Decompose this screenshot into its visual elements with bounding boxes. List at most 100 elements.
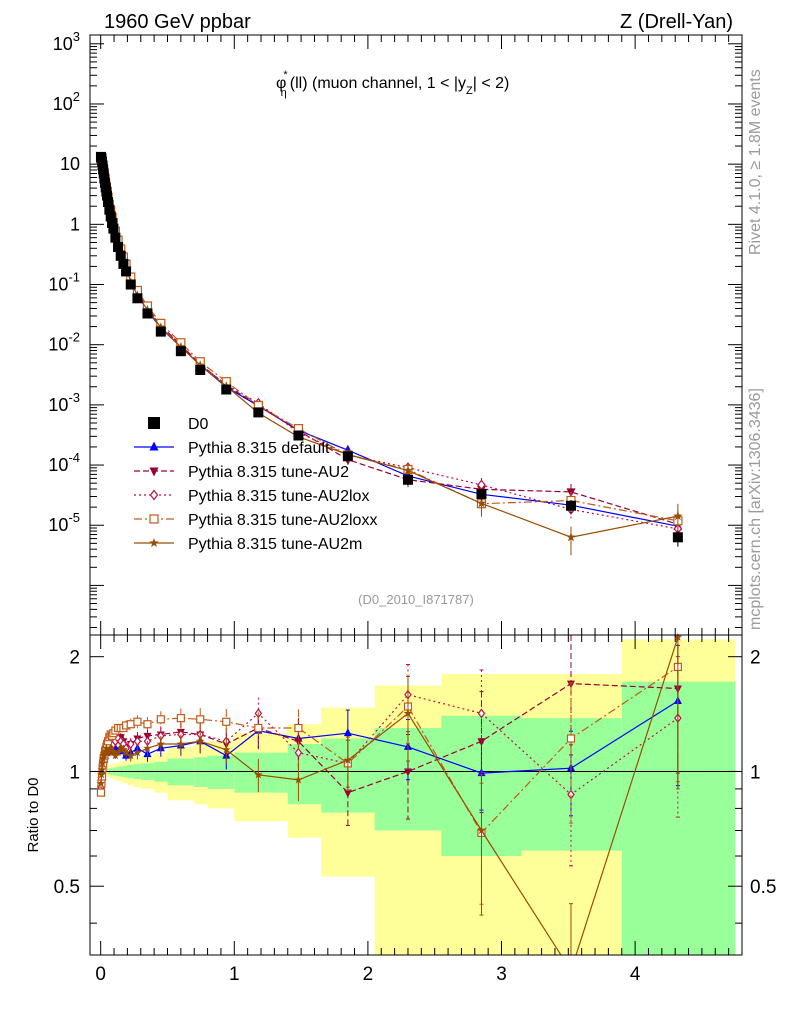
marker-square: [103, 197, 114, 208]
marker-square-open: [126, 720, 135, 729]
ratio-y-tick-label-right: 0.5: [750, 877, 776, 898]
marker-square-open: [294, 723, 303, 733]
marker-square: [105, 211, 116, 222]
marker-square-open: [196, 715, 205, 724]
ratio-data-points: [96, 632, 683, 956]
marker-star: [102, 746, 112, 755]
marker-triangle-down: [403, 768, 412, 777]
marker-star: [97, 765, 107, 774]
marker-star: [403, 465, 413, 475]
marker-square: [108, 223, 119, 234]
marker-square: [118, 258, 129, 269]
marker-star: [222, 745, 231, 754]
legend-entry-au2: Pythia 8.315 tune-AU2: [134, 464, 349, 481]
plot-title: φ* η(ll) (muon channel, 1 < |yZ| < 2): [276, 69, 509, 99]
marker-star: [403, 708, 413, 717]
marker-square-open: [156, 715, 165, 724]
band-inner: [621, 681, 736, 955]
header-left: 1960 GeV ppbar: [104, 11, 251, 33]
marker-star: [97, 770, 106, 779]
ratio-panel: 0.5 0.5 1 1 2 2 Ratio to D0: [25, 632, 776, 956]
y-tick-label: 10-4: [48, 450, 80, 475]
legend-entry-au2loxx: Pythia 8.315 tune-AU2loxx: [134, 512, 377, 529]
main-data-points: [95, 151, 683, 556]
marker-star: [477, 826, 486, 835]
marker-square: [672, 532, 683, 543]
marker-star: [126, 751, 135, 760]
marker-square: [104, 204, 115, 215]
y-tick-label: 10-1: [48, 270, 80, 295]
band-inner: [194, 757, 208, 788]
marker-star: [566, 532, 576, 542]
ratio-ylabel: Ratio to D0: [25, 777, 42, 852]
legend-label-d0: D0: [188, 416, 209, 433]
marker-triangle-down: [343, 789, 352, 798]
marker-square-open: [222, 717, 231, 726]
marker-square-open: [254, 723, 263, 733]
marker-triangle-down: [149, 467, 159, 477]
marker-star: [476, 498, 487, 508]
marker-square: [115, 250, 126, 261]
ratio-y-tick-label: 0.5: [54, 877, 80, 898]
marker-star: [96, 779, 106, 788]
ratio-series-au2m: [96, 632, 683, 956]
marker-diamond-open: [133, 736, 142, 747]
marker-square-open: [176, 714, 185, 723]
band-inner: [287, 744, 322, 805]
marker-star: [106, 743, 115, 752]
marker-square-open: [149, 514, 159, 524]
marker-star: [116, 743, 125, 752]
title-phi: φ: [276, 75, 286, 92]
marker-star: [113, 748, 123, 757]
side-label-mcplots: mcplots.cern.ch [arXiv:1306.3436]: [747, 388, 764, 630]
marker-star: [102, 743, 111, 752]
header-right: Z (Drell-Yan): [620, 11, 733, 33]
marker-diamond-open: [149, 489, 159, 501]
band-inner: [234, 752, 288, 793]
marker-star: [156, 739, 166, 748]
marker-square: [125, 279, 136, 290]
marker-diamond-open: [127, 739, 135, 750]
y-tick-label: 10-5: [48, 510, 80, 535]
marker-square-open: [96, 788, 106, 797]
marker-star: [119, 745, 128, 754]
legend-entry-d0: D0: [148, 416, 209, 433]
marker-square: [113, 242, 124, 253]
legend-entry-au2m: Pythia 8.315 tune-AU2m: [134, 536, 362, 553]
main-axis-ticks: 10-5 10-4 10-3 10-2 10-1 1 10 102 103: [48, 29, 742, 628]
y-tick-label: 10: [60, 154, 80, 174]
ratio-frame: [89, 634, 743, 956]
x-tick-label: 1: [229, 964, 240, 985]
legend-entry-au2lox: Pythia 8.315 tune-AU2lox: [134, 488, 369, 505]
marker-star: [254, 770, 263, 779]
marker-square: [175, 346, 186, 357]
marker-triangle-up: [149, 441, 159, 451]
marker-diamond-open: [477, 708, 486, 719]
x-tick-label: 0: [95, 964, 106, 985]
marker-square: [121, 266, 132, 277]
x-tick-label: 2: [363, 964, 374, 985]
legend-entry-default: Pythia 8.315 default: [134, 440, 330, 457]
marker-square: [148, 417, 160, 429]
legend-label-default: Pythia 8.315 default: [188, 440, 330, 457]
y-tick-label: 1: [70, 214, 80, 234]
marker-star: [98, 754, 108, 763]
analysis-id: (D0_2010_I871787): [358, 592, 474, 607]
marker-star: [109, 746, 118, 755]
title-rest2: | < 2): [473, 75, 510, 92]
marker-star: [195, 360, 205, 370]
marker-star: [111, 751, 120, 760]
marker-star: [176, 739, 186, 748]
y-tick-label: 102: [53, 89, 80, 114]
marker-diamond-open: [294, 747, 303, 758]
marker-square: [132, 293, 143, 304]
marker-square: [102, 190, 113, 201]
legend-label-au2m: Pythia 8.315 tune-AU2m: [188, 536, 362, 553]
title-star: *: [283, 69, 288, 81]
marker-square-open: [133, 717, 142, 726]
x-tick-label: 4: [630, 964, 641, 985]
marker-square: [476, 489, 487, 500]
marker-square: [253, 407, 264, 418]
ratio-y-tick-label: 2: [69, 648, 80, 669]
series-d0: [95, 151, 683, 547]
